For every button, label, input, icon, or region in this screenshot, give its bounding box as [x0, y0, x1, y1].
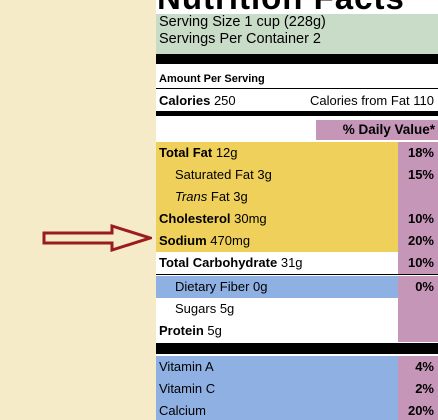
- percent-value: 10%: [398, 208, 438, 230]
- divider-thick: [156, 343, 438, 354]
- serving-size: Serving Size 1 cup (228g): [159, 14, 326, 30]
- servings-per-container: Servings Per Container 2: [159, 31, 321, 47]
- percent-value: [398, 186, 438, 208]
- divider-thick: [156, 54, 438, 64]
- divider: [156, 274, 438, 275]
- label-title: Nutrition Facts: [156, 0, 438, 14]
- nutrient-row-protein: Protein 5g: [156, 320, 438, 342]
- calories-from-fat: Calories from Fat 110: [309, 93, 434, 108]
- percent-value: [398, 320, 438, 342]
- percent-value: 4%: [398, 356, 438, 378]
- percent-value: 2%: [398, 378, 438, 400]
- percent-value: 0%: [398, 276, 438, 298]
- percent-value: [398, 298, 438, 320]
- amount-per-serving: Amount Per Serving: [159, 73, 265, 85]
- nutrient-row-sugars: Sugars 5g: [156, 298, 438, 320]
- nutrient-row-cholesterol: Cholesterol 30mg 10%: [156, 208, 438, 230]
- nutrient-row-calcium: Calcium 20%: [156, 400, 438, 420]
- divider-medium: [156, 111, 438, 116]
- nutrient-row-total-fat: Total Fat 12g 18%: [156, 142, 438, 164]
- percent-value: 20%: [398, 230, 438, 252]
- nutrient-row-saturated-fat: Saturated Fat 3g 15%: [156, 164, 438, 186]
- nutrient-row-sodium: Sodium 470mg 20%: [156, 230, 438, 252]
- nutrition-label: Nutrition Facts Serving Size 1 cup (228g…: [156, 0, 438, 420]
- nutrient-row-vitamin-a: Vitamin A 4%: [156, 356, 438, 378]
- nutrient-row-dietary-fiber: Dietary Fiber 0g 0%: [156, 276, 438, 298]
- nutrient-row-trans-fat: Trans Fat 3g: [156, 186, 438, 208]
- calories-row: Calories 250 Calories from Fat 110: [156, 92, 438, 110]
- percent-value: 15%: [398, 164, 438, 186]
- percent-value: 10%: [398, 252, 438, 274]
- divider: [156, 88, 438, 89]
- percent-value: 18%: [398, 142, 438, 164]
- serving-info: Serving Size 1 cup (228g) Servings Per C…: [156, 14, 438, 54]
- percent-value: 20%: [398, 400, 438, 420]
- annotation-arrow-icon: [42, 224, 152, 252]
- nutrient-row-vitamin-c: Vitamin C 2%: [156, 378, 438, 400]
- daily-value-header: % Daily Value*: [316, 120, 438, 140]
- nutrient-row-total-carbohydrate: Total Carbohydrate 31g 10%: [156, 252, 438, 274]
- calories-label: Calories: [159, 93, 211, 108]
- calories-value: 250: [213, 93, 236, 108]
